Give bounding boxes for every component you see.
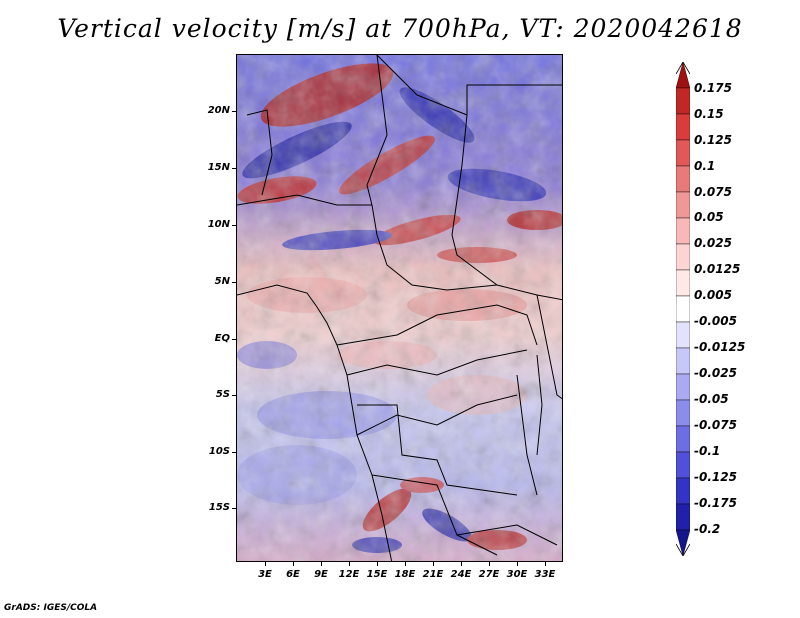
colorbar-label-neg01: -0.1: [694, 444, 721, 458]
lat-tick: [232, 168, 236, 169]
velocity-map: [236, 54, 563, 562]
lon-tick: [377, 562, 378, 566]
colorbar-label-neg0005: -0.005: [694, 314, 737, 328]
lon-tick: [433, 562, 434, 566]
colorbar-segment: [676, 451, 690, 479]
colorbar-label-neg00125: -0.0125: [694, 340, 746, 354]
colorbar-segment: [676, 399, 690, 427]
lat-label-10n: 10N: [207, 219, 230, 230]
colorbar-label-01: 0.1: [694, 159, 716, 173]
lon-tick: [321, 562, 322, 566]
colorbar-label-neg02: -0.2: [694, 522, 721, 536]
colorbar-segment: [676, 87, 690, 115]
lon-tick: [517, 562, 518, 566]
chart-title: Vertical velocity [m/s] at 700hPa, VT: 2…: [57, 14, 743, 43]
colorbar-segment: [676, 165, 690, 193]
lat-tick: [232, 508, 236, 509]
lon-tick: [349, 562, 350, 566]
colorbar-label-neg0125: -0.125: [694, 470, 737, 484]
lon-tick: [405, 562, 406, 566]
colorbar-label-neg0175: -0.175: [694, 496, 737, 510]
lat-tick: [232, 111, 236, 112]
colorbar-label-0125: 0.125: [694, 133, 732, 147]
colorbar-segment: [676, 191, 690, 219]
colorbar-segment: [676, 243, 690, 271]
lon-tick: [545, 562, 546, 566]
lon-tick: [293, 562, 294, 566]
lon-label-30e: 30E: [506, 569, 528, 580]
lon-label-9e: 9E: [314, 569, 328, 580]
colorbar-segment: [676, 477, 690, 505]
colorbar-label-0025: 0.025: [694, 236, 732, 250]
lon-label-15e: 15E: [366, 569, 388, 580]
lon-tick: [265, 562, 266, 566]
lon-label-6e: 6E: [286, 569, 300, 580]
lat-label-15s: 15S: [208, 502, 230, 513]
colorbar-segment: [676, 295, 690, 323]
lat-label-15n: 15N: [207, 162, 230, 173]
colorbar-label-015: 0.15: [694, 107, 724, 121]
colorbar-label-0005: 0.005: [694, 288, 732, 302]
velocity-field: [237, 55, 562, 561]
lon-label-12e: 12E: [338, 569, 360, 580]
lon-label-3e: 3E: [258, 569, 272, 580]
lat-label-5n: 5N: [214, 276, 230, 287]
lat-tick: [232, 282, 236, 283]
lon-tick: [461, 562, 462, 566]
colorbar-segment: [676, 113, 690, 141]
colorbar: [676, 62, 690, 556]
lon-label-27e: 27E: [478, 569, 500, 580]
lon-label-24e: 24E: [450, 569, 472, 580]
colorbar-segment: [676, 269, 690, 297]
colorbar-segment: [676, 503, 690, 531]
colorbar-segment: [676, 529, 690, 556]
colorbar-label-00125: 0.0125: [694, 262, 741, 276]
lat-tick: [232, 452, 236, 453]
lat-label-5s: 5S: [215, 389, 230, 400]
lat-tick: [232, 225, 236, 226]
lat-label-eq: EQ: [214, 333, 230, 344]
lat-label-10s: 10S: [208, 446, 230, 457]
lon-tick: [489, 562, 490, 566]
colorbar-label-neg005: -0.05: [694, 392, 729, 406]
colorbar-label-neg0025: -0.025: [694, 366, 737, 380]
colorbar-label-0075: 0.075: [694, 185, 732, 199]
lat-label-20n: 20N: [207, 105, 230, 116]
credit-text: GrADS: IGES/COLA: [4, 603, 98, 613]
colorbar-segment: [676, 373, 690, 401]
lat-tick: [232, 339, 236, 340]
colorbar-segment: [676, 139, 690, 167]
colorbar-label-neg0075: -0.075: [694, 418, 737, 432]
colorbar-segment: [676, 347, 690, 375]
colorbar-segment: [676, 217, 690, 245]
colorbar-segment: [676, 321, 690, 349]
lat-tick: [232, 395, 236, 396]
colorbar-label-005: 0.05: [694, 210, 724, 224]
colorbar-segment: [676, 425, 690, 453]
lon-label-21e: 21E: [422, 569, 444, 580]
lon-label-18e: 18E: [394, 569, 416, 580]
colorbar-segment: [676, 62, 690, 89]
colorbar-label-0175: 0.175: [694, 81, 732, 95]
lon-label-33e: 33E: [534, 569, 556, 580]
